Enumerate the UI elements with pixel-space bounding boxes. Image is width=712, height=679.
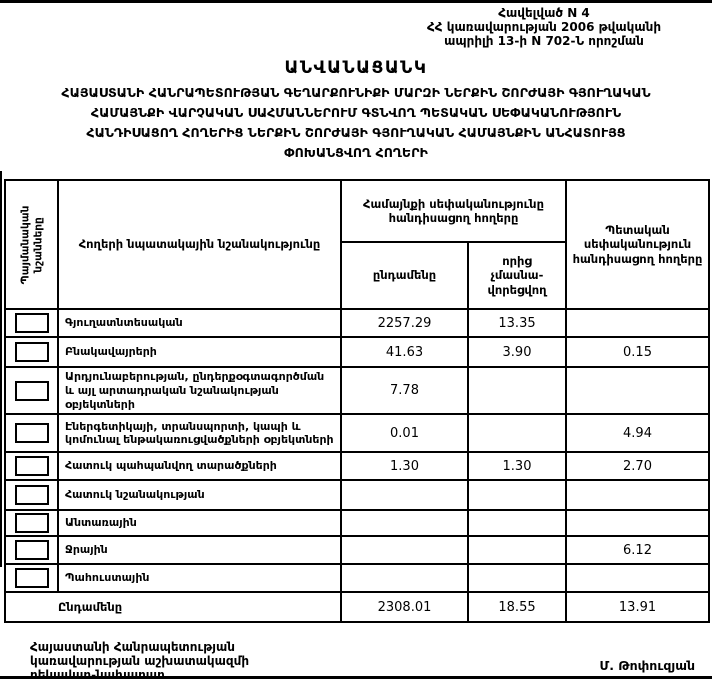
- col-header-symbols: Պայմանական նշանները: [4, 179, 59, 310]
- page-title: ԱՆՎԱՆԱՑԱՆԿ: [284, 58, 428, 78]
- state-lands-value: 2.70: [565, 451, 711, 482]
- community-nonprivatized-value: [466, 535, 568, 566]
- signatory-title-line: ղեկավար-նախարար: [30, 668, 165, 679]
- table-row-residential: Բնակավայրերի 41.63 3.90 0.15: [4, 336, 711, 368]
- legend-box: [14, 540, 49, 561]
- table-header-row-sub: ընդամենը որից չմասնա-վորեցվող: [5, 241, 709, 310]
- table-row-infrastructure: Էներգետիկայի, տրանսպորտի, կապի և կոմունա…: [4, 413, 711, 454]
- document-subtitle: ՀԱՅԱՍՏԱՆԻ ՀԱՆՐԱՊԵՏՈՒԹՅԱՆ ԳԵՂԱՐՔՈՒՆԻՔԻ ՄԱ…: [0, 83, 712, 163]
- state-lands-value: 4.94: [565, 413, 711, 454]
- table-row-industrial: Արդյունաբերության, ընդերքօգտագործման և ա…: [4, 365, 711, 416]
- document-reference-block: Հավելված N 4 ՀՀ կառավարության 2006 թվակա…: [376, 6, 712, 48]
- state-lands-value: 6.12: [565, 535, 711, 566]
- subtitle-line: ՀԱՄԱՅՆՔԻ ՎԱՐՉԱԿԱՆ ՍԱՀՄԱՆՆԵՐՈՒՄ ԳՏՆՎՈՂ ՊԵ…: [90, 104, 622, 120]
- land-purpose-label: Արդյունաբերության, ընդերքօգտագործման և ա…: [57, 365, 342, 416]
- land-purpose-label: Անտառային: [57, 509, 342, 538]
- community-nonprivatized-value: [466, 413, 568, 454]
- table-header-row-top: Պայմանական նշանները Հողերի նպատակային նշ…: [4, 179, 711, 310]
- scan-edge-artifact: [0, 171, 2, 567]
- community-total-value: 0.01: [340, 413, 469, 454]
- state-lands-value: [565, 479, 711, 512]
- community-total-value: 2257.29: [340, 308, 469, 338]
- land-purpose-label: Գյուղատնտեսական: [57, 308, 342, 338]
- col-header-symbols-label: Պայմանական նշանները: [18, 205, 44, 284]
- community-total-value: [340, 563, 469, 594]
- subtitle-line: ՀԱՆԴԻՍԱՑՈՂ ՀՈՂԵՐԻՑ ՆԵՐՔԻՆ ՇՈՐԺԱՅԻ ԳՅՈՒՂԱ…: [86, 124, 626, 140]
- land-transfer-table: Պայմանական նշանները Հողերի նպատակային նշ…: [4, 179, 711, 624]
- community-total-value: [340, 535, 469, 566]
- land-purpose-label: Բնակավայրերի: [57, 336, 342, 368]
- legend-box: [14, 342, 49, 362]
- table-total-row: Ընդամենը 2308.01 18.55 13.91: [4, 591, 711, 624]
- decision-date-line: ապրիլի 13-ի N 702-Ն որոշման: [444, 34, 644, 49]
- community-total-value: 41.63: [340, 336, 469, 368]
- col-header-land-purpose: Հողերի նպատակային նշանակությունը: [57, 179, 342, 310]
- community-nonprivatized-value: [466, 365, 568, 416]
- signatory-title-block: Հայաստանի Հանրապետության կառավարության ա…: [30, 640, 250, 679]
- total-community-nonprivatized-value: 18.55: [466, 591, 568, 624]
- legend-box: [14, 423, 49, 444]
- col-header-community-nonprivatized: որից չմասնա-վորեցվող: [466, 241, 568, 310]
- col-header-community-lands: Համայնքի սեփականությունը հանդիսացող հողե…: [339, 179, 568, 243]
- land-purpose-label: Հատուկ պահպանվող տարածքների: [57, 451, 342, 482]
- land-purpose-label: Հատուկ նշանակության: [57, 479, 342, 512]
- subtitle-line: ՓՈԽԱՆՑՎՈՂ ՀՈՂԵՐԻ: [284, 144, 428, 160]
- legend-box: [14, 313, 49, 333]
- community-nonprivatized-value: 1.30: [466, 451, 568, 482]
- state-lands-value: [565, 365, 711, 416]
- community-total-value: 1.30: [340, 451, 469, 482]
- table-row-forest: Անտառային: [4, 509, 711, 538]
- state-lands-value: [565, 308, 711, 338]
- table-row-water: Ջրային 6.12: [4, 535, 711, 566]
- legend-box: [14, 568, 49, 589]
- community-total-value: [340, 509, 469, 538]
- land-purpose-label: Էներգետիկայի, տրանսպորտի, կապի և կոմունա…: [57, 413, 342, 454]
- community-nonprivatized-value: [466, 479, 568, 512]
- legend-box: [14, 456, 49, 477]
- legend-box: [14, 513, 49, 534]
- total-label: Ընդամենը: [4, 591, 342, 624]
- total-state-lands-value: 13.91: [565, 591, 711, 624]
- signatory-title-line: Հայաստանի Հանրապետության: [30, 640, 235, 654]
- community-total-value: [340, 479, 469, 512]
- annex-number: Հավելված N 4: [498, 6, 590, 20]
- community-nonprivatized-value: [466, 509, 568, 538]
- subtitle-line: ՀԱՅԱՍՏԱՆԻ ՀԱՆՐԱՊԵՏՈՒԹՅԱՆ ԳԵՂԱՐՔՈՒՆԻՔԻ ՄԱ…: [61, 85, 651, 100]
- table-row-reserve: Պահուստային: [4, 563, 711, 594]
- community-total-value: 7.78: [340, 365, 469, 416]
- table-row-protected-areas: Հատուկ պահպանվող տարածքների 1.30 1.30 2.…: [4, 451, 711, 482]
- col-header-state-lands: Պետական սեփականություն հանդիսացող հողերը: [565, 179, 711, 310]
- community-nonprivatized-value: 13.35: [466, 308, 568, 338]
- state-lands-value: [565, 563, 711, 594]
- signatory-name: Մ. Թոփուզյան: [599, 658, 695, 673]
- total-community-total-value: 2308.01: [340, 591, 469, 624]
- government-decision-line: ՀՀ կառավարության 2006 թվականի: [426, 20, 662, 35]
- land-purpose-label: Պահուստային: [57, 563, 342, 594]
- col-header-community-total: ընդամենը: [340, 241, 469, 310]
- table-row-special-purpose: Հատուկ նշանակության: [4, 479, 711, 512]
- community-nonprivatized-value: 3.90: [466, 336, 568, 368]
- legend-box: [14, 380, 49, 401]
- legend-box: [14, 485, 49, 506]
- state-lands-value: [565, 509, 711, 538]
- state-lands-value: 0.15: [565, 336, 711, 368]
- table-row-agricultural: Գյուղատնտեսական 2257.29 13.35: [4, 308, 711, 338]
- community-nonprivatized-value: [466, 563, 568, 594]
- signatory-title-line: կառավարության աշխատակազմի: [30, 654, 250, 669]
- land-purpose-label: Ջրային: [57, 535, 342, 566]
